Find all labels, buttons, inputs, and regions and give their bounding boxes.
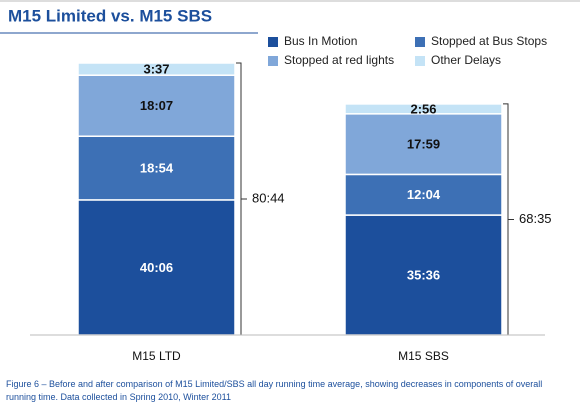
value-label: 3:37 [143, 62, 169, 77]
value-label: 18:07 [140, 98, 173, 113]
x-tick-label: M15 SBS [398, 349, 449, 363]
caption: Figure 6 – Before and after comparison o… [6, 379, 543, 402]
value-label: 18:54 [140, 160, 174, 175]
value-label: 17:59 [407, 137, 440, 152]
bar-segment [344, 103, 503, 115]
value-label: 12:04 [407, 187, 441, 202]
legend-label: Stopped at red lights [284, 53, 394, 67]
legend-swatch [415, 56, 425, 66]
value-label: 2:56 [410, 101, 436, 116]
value-label: 35:36 [407, 267, 440, 282]
bar-segment [77, 62, 236, 76]
legend-swatch [268, 37, 278, 47]
legend-swatch [415, 37, 425, 47]
total-label: 80:44 [252, 190, 285, 205]
legend-label: Bus In Motion [284, 34, 357, 48]
legend-label: Other Delays [431, 53, 501, 67]
legend-swatch [268, 56, 278, 66]
value-label: 40:06 [140, 260, 173, 275]
legend-label: Stopped at Bus Stops [431, 34, 547, 48]
bar-segment [77, 199, 236, 336]
chart-title: M15 Limited vs. M15 SBS [8, 6, 212, 25]
chart: M15 Limited vs. M15 SBS Bus In Motion Sto… [0, 0, 580, 363]
bar-segment [77, 74, 236, 137]
x-tick-label: M15 LTD [132, 349, 181, 363]
total-bracket [503, 103, 514, 336]
total-bracket [236, 62, 247, 336]
total-label: 68:35 [519, 211, 552, 226]
